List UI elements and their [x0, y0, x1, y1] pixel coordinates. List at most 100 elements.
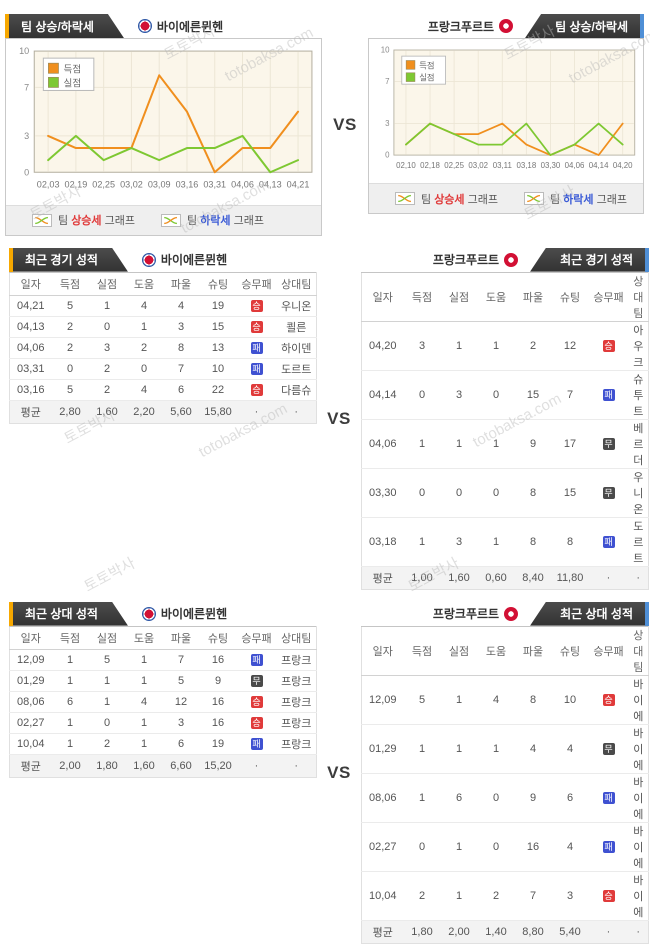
- section-title-tab: 팀 상승/하락세: [9, 14, 124, 38]
- table-cell: 0: [477, 468, 515, 518]
- legend-up-item: 팀 상승세 그래프: [395, 191, 498, 207]
- table-cell: 1: [88, 670, 126, 692]
- column-header: 일자: [9, 272, 52, 296]
- stats-table: 일자 득점 실점 도움 파울 슈팅 승무패 상대팀 04,21 5 1 4 4 19 승 우니온 04,13 2 0…: [9, 271, 317, 424]
- legend-up-label: 팀 상승세 그래프: [421, 193, 498, 206]
- stats-table: 일자 득점 실점 도움 파울 슈팅 승무패 상대팀 04,20 3 1 1 2 12 승 아우크 04,14 0 3…: [361, 271, 649, 590]
- table-cell: 9: [514, 419, 552, 469]
- average-cell: ·: [236, 753, 277, 778]
- table-cell: 7: [551, 370, 589, 420]
- table-cell: 바이에: [628, 675, 649, 725]
- result-badge: 승: [602, 889, 615, 902]
- table-cell: 5: [51, 379, 89, 401]
- away-team: 프랑크푸르트: [428, 14, 514, 38]
- average-cell: 평균: [9, 753, 52, 778]
- column-header: 상대팀: [276, 626, 317, 650]
- svg-text:02,18: 02,18: [420, 161, 440, 170]
- section-title-tab: 팀 상승/하락세: [525, 14, 640, 38]
- table-cell: 1: [403, 773, 441, 823]
- table-cell: 01,29: [361, 724, 404, 774]
- average-cell: ·: [276, 753, 317, 778]
- trend-graph-icon: [395, 192, 415, 206]
- trend-graph-icon: [32, 213, 52, 227]
- table-cell: 3: [403, 321, 441, 371]
- table-cell: 1: [51, 733, 89, 755]
- column-header: 승무패: [588, 626, 629, 676]
- table-cell: 4: [551, 822, 589, 872]
- column-header: 도움: [477, 272, 515, 322]
- table-cell: 바이에: [628, 773, 649, 823]
- home-recent-table-wrap: 일자 득점 실점 도움 파울 슈팅 승무패 상대팀 04,21 5 1 4 4 19 승 우니온 04,13 2 0…: [9, 271, 317, 424]
- table-cell: 1: [477, 724, 515, 774]
- away-team: 프랑크푸르트: [433, 602, 519, 626]
- table-cell: 프랑크: [276, 670, 317, 692]
- table-cell: 2: [403, 871, 441, 921]
- table-cell: 1: [440, 419, 478, 469]
- svg-text:02,25: 02,25: [92, 179, 115, 189]
- trend-graph-icon: [523, 192, 544, 206]
- legend-down-label: 팀 하락세 그래프: [549, 193, 627, 206]
- table-cell: 다름슈: [276, 379, 317, 401]
- table-cell: 4: [551, 724, 589, 774]
- svg-text:3: 3: [24, 131, 29, 141]
- table-row: 02,27 1 0 1 3 16 승 프랑크: [9, 712, 317, 734]
- table-cell: 1: [403, 517, 441, 567]
- away-h2h-header: 프랑크푸르트 최근 상대 성적: [361, 601, 649, 626]
- stats-table: 일자 득점 실점 도움 파울 슈팅 승무패 상대팀 12,09 5 1 4 8 10 승 바이에 01,29 1 1…: [361, 625, 649, 944]
- orange-accent-bar: [9, 247, 13, 272]
- table-cell: 12,09: [9, 649, 52, 671]
- table-cell: 0: [477, 822, 515, 872]
- average-cell: 6,60: [162, 753, 200, 778]
- section-title: 최근 상대 성적: [560, 607, 633, 622]
- vs-label: VS: [333, 114, 357, 134]
- table-row: 03,18 1 3 1 8 8 패 도르트: [361, 517, 649, 567]
- svg-text:04,21: 04,21: [287, 179, 310, 189]
- table-row: 10,04 1 2 1 6 19 패 프랑크: [9, 733, 317, 755]
- table-cell: 1: [403, 419, 441, 469]
- home-recent-panel: 최근 경기 성적 바이에른뮌헨 일자 득점 실점 도움 파울 슈팅 승무패 상대팀 04,21 5…: [9, 247, 317, 590]
- column-header: 파울: [514, 626, 552, 676]
- table-cell: 12,09: [361, 675, 404, 725]
- average-cell: ·: [276, 399, 317, 424]
- table-cell: 4: [125, 379, 163, 401]
- column-header: 슈팅: [551, 272, 589, 322]
- average-cell: 11,80: [551, 565, 589, 590]
- table-cell: 7: [162, 649, 200, 671]
- blue-accent-bar: [640, 14, 644, 38]
- table-cell: 베르더: [628, 419, 649, 469]
- away-trend-header: 프랑크푸르트 팀 상승/하락세: [368, 14, 644, 38]
- table-cell: 5: [51, 295, 89, 317]
- svg-text:04,06: 04,06: [231, 179, 254, 189]
- table-cell: 15: [551, 468, 589, 518]
- home-team-name: 바이에른뮌헨: [160, 253, 228, 268]
- section-title: 팀 상승/하락세: [555, 19, 628, 34]
- table-cell: 16: [199, 712, 237, 734]
- average-cell: 평균: [361, 919, 404, 944]
- average-cell: 1,80: [88, 753, 126, 778]
- column-header: 실점: [88, 272, 126, 296]
- average-row: 평균 2,80 1,60 2,20 5,60 15,80 · ·: [9, 399, 317, 424]
- recent-results-section: 최근 경기 성적 바이에른뮌헨 일자 득점 실점 도움 파울 슈팅 승무패 상대팀 04,21 5…: [0, 236, 650, 590]
- average-cell: ·: [588, 565, 629, 590]
- svg-text:03,11: 03,11: [493, 161, 512, 170]
- column-header: 득점: [403, 626, 441, 676]
- table-cell: 도르트: [276, 358, 317, 380]
- table-row: 04,13 2 0 1 3 15 승 쾰른: [9, 316, 317, 338]
- table-cell: 6: [551, 773, 589, 823]
- table-cell: 쾰른: [276, 316, 317, 338]
- table-cell: 8: [514, 468, 552, 518]
- section-title: 팀 상승/하락세: [21, 19, 94, 34]
- table-row: 12,09 5 1 4 8 10 승 바이에: [361, 675, 649, 725]
- table-cell: 4: [514, 724, 552, 774]
- section-title-tab: 최근 상대 성적: [530, 601, 645, 626]
- svg-text:득점: 득점: [419, 60, 434, 70]
- table-cell: 10: [551, 675, 589, 725]
- svg-text:10: 10: [381, 46, 390, 55]
- table-cell: 1: [88, 295, 126, 317]
- table-cell: 2: [88, 379, 126, 401]
- average-row: 평균 1,80 2,00 1,40 8,80 5,40 · ·: [361, 919, 649, 944]
- table-row: 04,14 0 3 0 15 7 패 슈투트: [361, 370, 649, 420]
- header-row: 일자 득점 실점 도움 파울 슈팅 승무패 상대팀: [361, 272, 649, 322]
- table-cell: 04,21: [9, 295, 52, 317]
- table-cell: 1: [51, 712, 89, 734]
